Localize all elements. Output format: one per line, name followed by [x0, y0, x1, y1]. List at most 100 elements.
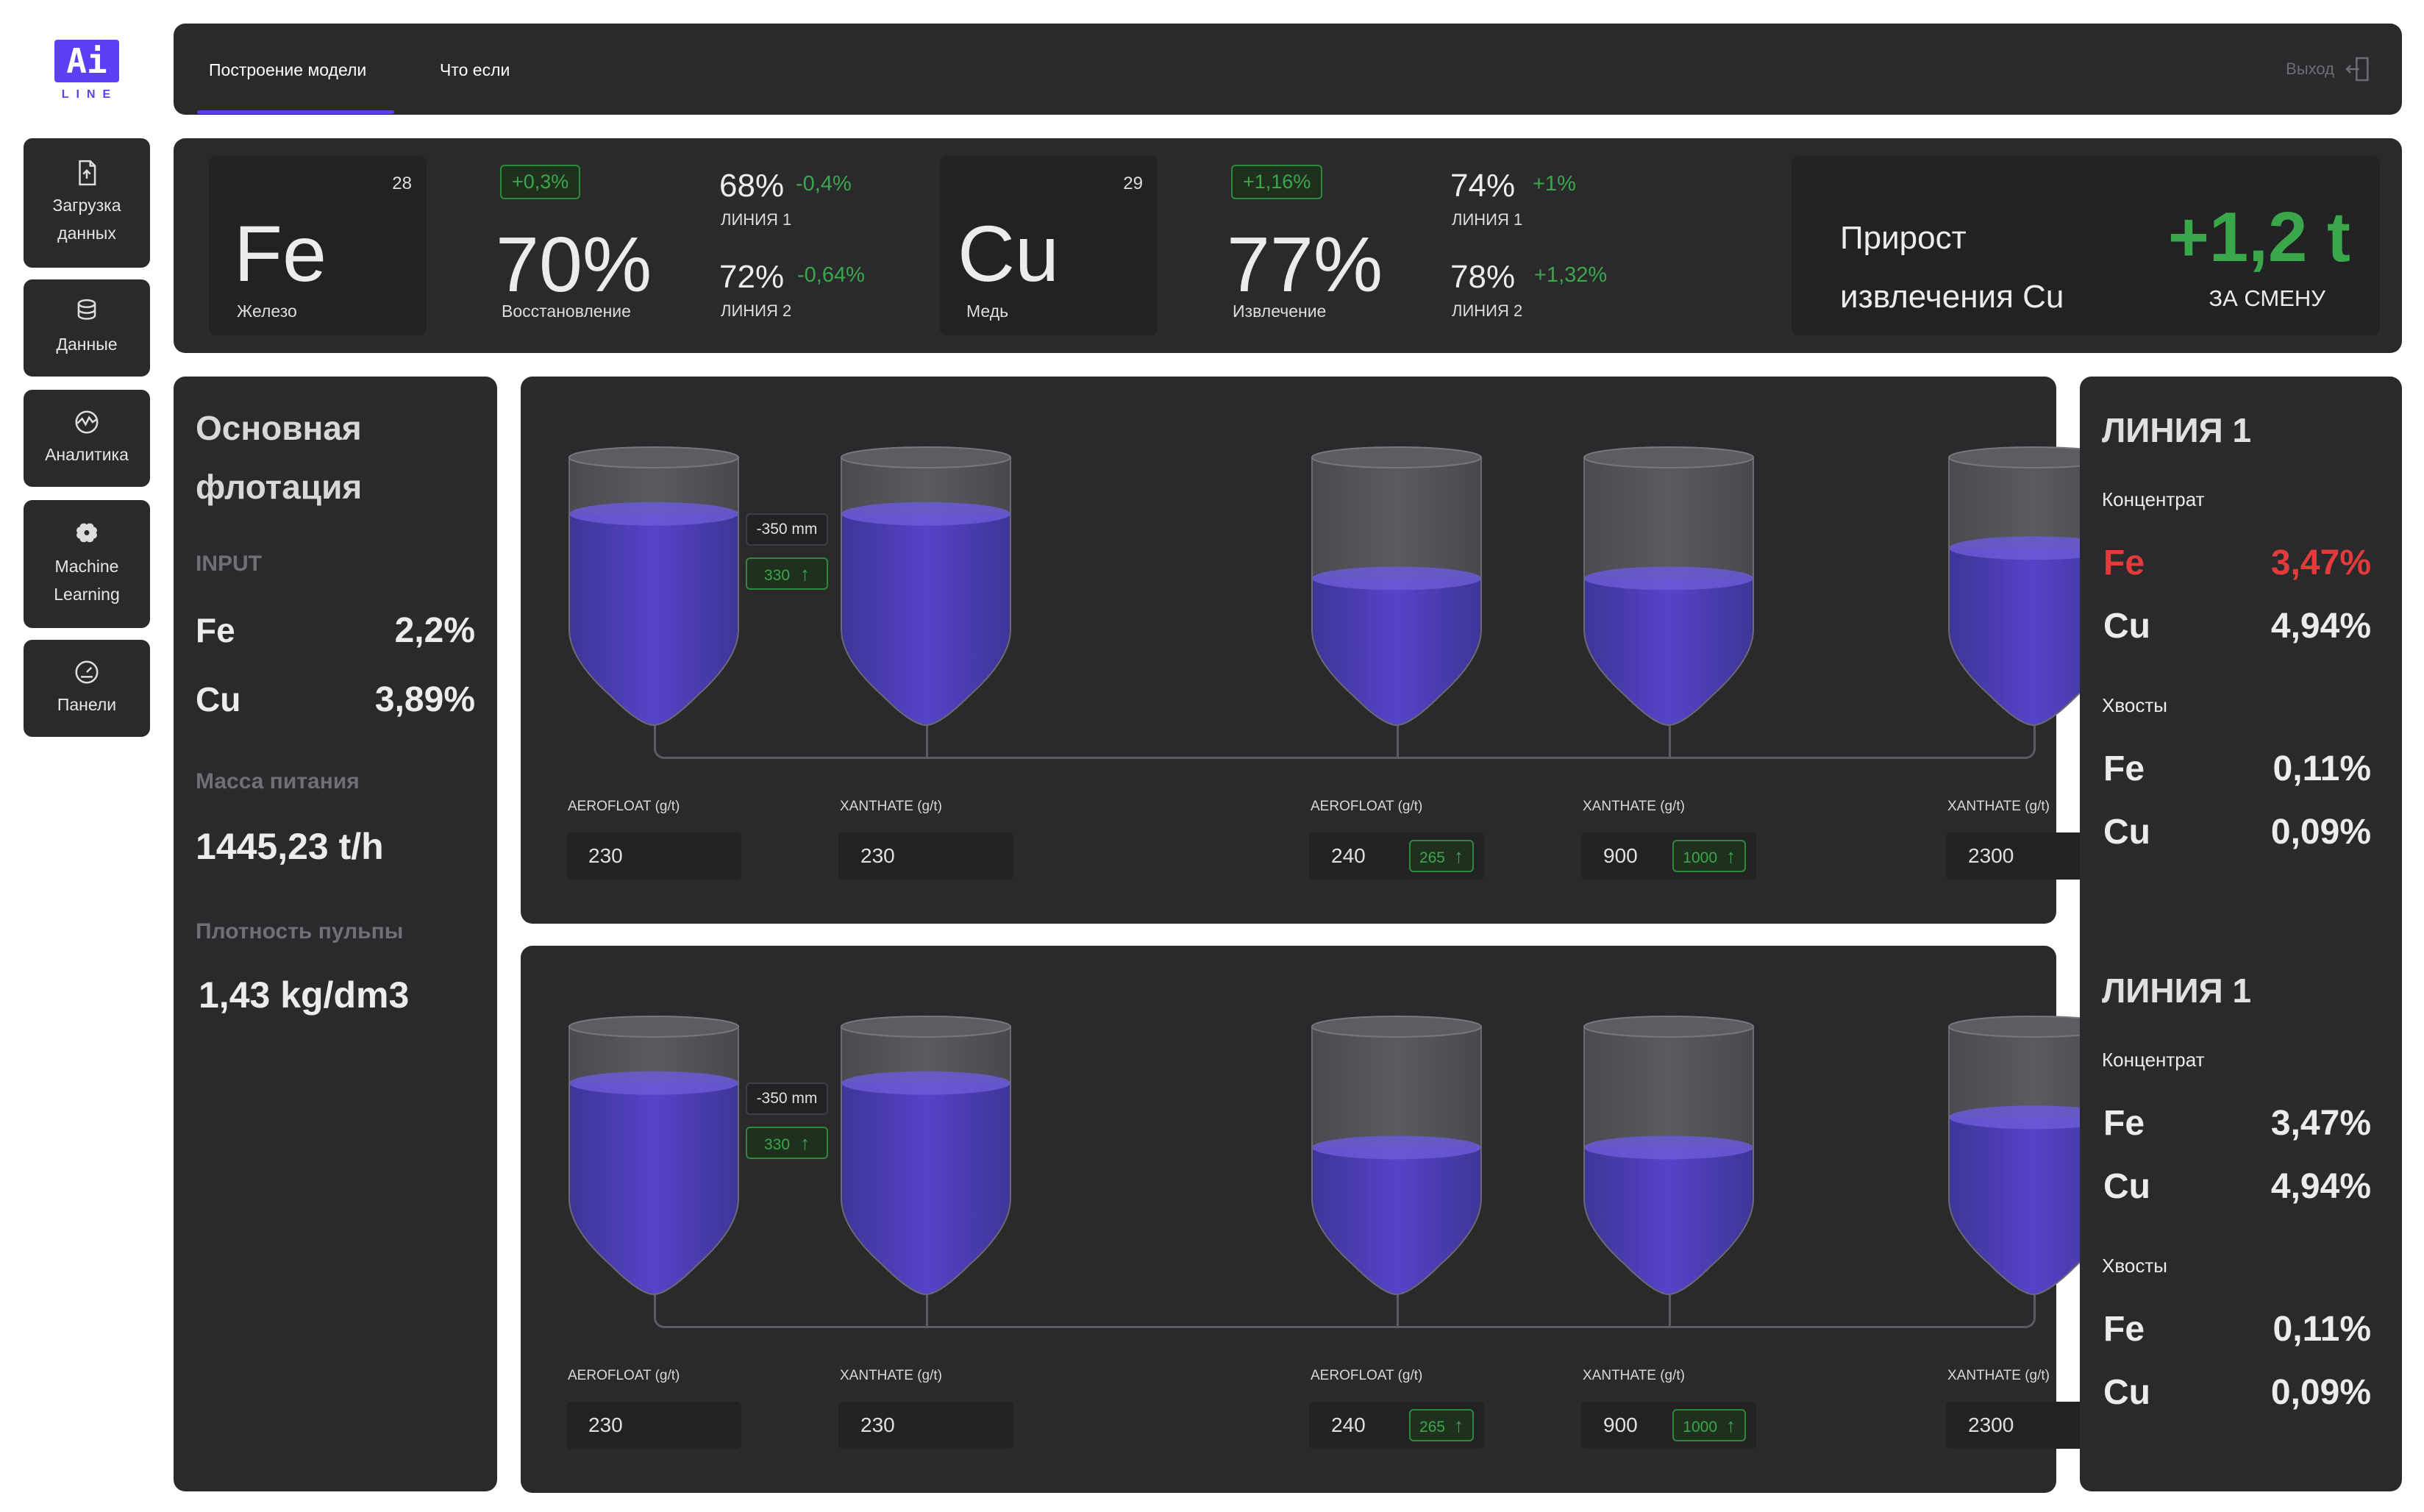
flotation-cell[interactable] — [1309, 1015, 1484, 1300]
pipe-branch — [926, 722, 928, 759]
fe-recovery-value: 70% — [496, 221, 652, 308]
tail-fe-value: 0,11% — [2272, 749, 2371, 788]
tank-graphic — [841, 446, 1011, 727]
fe-change-badge: +0,3% — [500, 165, 581, 199]
sidebar-item-label: Аналитика — [45, 445, 129, 464]
tank-graphic — [1583, 446, 1754, 727]
level-recommendation-value: 330 — [763, 1136, 791, 1153]
tail-fe-value: 0,11% — [2272, 1310, 2371, 1349]
sidebar-item-machine-learning[interactable]: Machine Learning — [24, 500, 150, 628]
tails-label: Хвосты — [2102, 1255, 2167, 1277]
sidebar-item-upload[interactable]: Загрузка данных — [24, 138, 150, 268]
top-navigation: Построение модели Что если Выход — [174, 24, 2402, 115]
element-name: Медь — [966, 302, 1009, 321]
flotation-cell[interactable] — [1581, 1015, 1756, 1300]
level-adjust-chip: -350 mm — [746, 1083, 828, 1115]
element-symbol: Fe — [234, 209, 327, 298]
tank-graphic — [1311, 446, 1482, 727]
sidebar-item-analytics[interactable]: Аналитика — [24, 390, 150, 487]
reagent-dose-input[interactable]: 230 — [838, 832, 1013, 880]
cu-change-badge: +1,16% — [1231, 165, 1323, 199]
flotation-cell[interactable] — [838, 1015, 1013, 1300]
fe-line2-pct: 72% — [719, 259, 785, 295]
logout-button[interactable]: Выход — [2286, 53, 2373, 85]
pipe-branch — [1669, 722, 1671, 759]
conc-cu-label: Cu — [2103, 1167, 2150, 1206]
flotation-line-1: AEROFLOAT (g/t) 230 XANTHATE (g/t) 230 AER… — [521, 377, 2121, 924]
line-title: ЛИНИЯ 1 — [2102, 411, 2252, 449]
recommendation-value: 265 — [1419, 849, 1445, 866]
conc-fe-value: 3,47% — [2270, 1104, 2371, 1143]
gain-period: ЗА СМЕНУ — [2209, 285, 2325, 311]
tab-what-if[interactable]: Что если — [440, 60, 510, 79]
sidebar-item-panels[interactable]: Панели — [24, 640, 150, 737]
sidebar-item-label: Данные — [56, 335, 118, 354]
flotation-line-2: AEROFLOAT (g/t) 230 XANTHATE (g/t) 230 AER… — [521, 946, 2121, 1493]
cu-extraction-value: 77% — [1227, 221, 1383, 308]
input-cu-label: Cu — [196, 680, 241, 718]
recommendation-button[interactable]: 1000 ↑ — [1672, 840, 1746, 872]
conc-fe-label: Fe — [2103, 1104, 2145, 1143]
reagent-dose-input[interactable]: 240 265 ↑ — [1309, 832, 1484, 880]
flotation-cell[interactable] — [1309, 446, 1484, 731]
reagent-dose-input[interactable]: 900 1000 ↑ — [1581, 832, 1756, 880]
reagent-label: AEROFLOAT (g/t) — [1311, 799, 1423, 814]
reagent-dose-input[interactable]: 230 — [566, 832, 741, 880]
reagent-dose-input[interactable]: 230 — [566, 1402, 741, 1449]
flotation-cell[interactable] — [566, 446, 741, 731]
reagent-label: XANTHATE (g/t) — [1583, 799, 1685, 814]
recommendation-button[interactable]: 1000 ↑ — [1672, 1409, 1746, 1441]
reagent-label: XANTHATE (g/t) — [1583, 1368, 1685, 1383]
arrow-up-icon: ↑ — [1726, 1414, 1736, 1436]
logo-mark: Ai — [54, 40, 119, 82]
level-recommendation-button[interactable]: 330 ↑ — [746, 1127, 828, 1159]
level-recommendation-value: 330 — [763, 567, 791, 584]
recommendation-button[interactable]: 265 ↑ — [1408, 840, 1474, 872]
cu-line2-delta: +1,32% — [1534, 263, 1608, 287]
recommendation-button[interactable]: 265 ↑ — [1408, 1409, 1474, 1441]
reagent-dose-input[interactable]: 240 265 ↑ — [1309, 1402, 1484, 1449]
reagent-label: AEROFLOAT (g/t) — [568, 1368, 680, 1383]
fe-line2-delta: -0,64% — [797, 263, 865, 287]
sidebar-item-data[interactable]: Данные — [24, 279, 150, 377]
flotation-cell[interactable] — [1581, 446, 1756, 731]
collector-pipe — [654, 722, 2036, 759]
concentrate-label: Концентрат — [2102, 488, 2205, 510]
pulp-density-value: 1,43 kg/dm3 — [199, 974, 410, 1016]
pipe-branch — [1397, 1291, 1399, 1328]
flotation-cell[interactable] — [566, 1015, 741, 1300]
conc-cu-label: Cu — [2103, 607, 2150, 646]
tank-graphic — [841, 1016, 1011, 1296]
reagent-label: XANTHATE (g/t) — [840, 799, 942, 814]
level-recommendation-button[interactable]: 330 ↑ — [746, 557, 828, 590]
tail-cu-label: Cu — [2103, 813, 2150, 852]
reagent-dose-input[interactable]: 230 — [838, 1402, 1013, 1449]
reagent-label: AEROFLOAT (g/t) — [568, 799, 680, 814]
flotation-cell[interactable] — [838, 446, 1013, 731]
reagent-dose-value: 230 — [860, 1413, 895, 1436]
analytics-icon — [75, 410, 99, 434]
feed-mass-value: 1445,23 t/h — [196, 826, 384, 867]
app-logo[interactable]: Ai LINE — [54, 40, 119, 104]
panel-title-line2: флотация — [196, 468, 363, 506]
reagent-label: XANTHATE (g/t) — [1947, 1368, 2050, 1383]
element-name: Железо — [237, 302, 297, 321]
tank-graphic — [568, 1016, 739, 1296]
reagent-label: AEROFLOAT (g/t) — [1311, 1368, 1423, 1383]
recommendation-value: 265 — [1419, 1419, 1445, 1436]
reagent-dose-input[interactable]: 900 1000 ↑ — [1581, 1402, 1756, 1449]
arrow-up-icon: ↑ — [1454, 845, 1464, 867]
input-section-label: INPUT — [196, 552, 262, 576]
cu-line1-pct: 74% — [1450, 168, 1516, 204]
sidebar-item-label: Панели — [57, 695, 117, 714]
cu-line2-label: ЛИНИЯ 2 — [1452, 302, 1523, 320]
input-fe-label: Fe — [196, 611, 235, 649]
cu-line2-pct: 78% — [1450, 259, 1516, 295]
fe-line1-delta: -0,4% — [796, 172, 852, 196]
logo-subtitle: LINE — [61, 88, 118, 101]
input-cu-value: 3,89% — [374, 680, 475, 719]
tank-graphic — [1583, 1016, 1754, 1296]
tab-model-building[interactable]: Построение модели — [209, 60, 367, 79]
fe-line1-label: ЛИНИЯ 1 — [721, 210, 792, 229]
line-results-panel: ЛИНИЯ 1 Концентрат Fe 3,47% Cu 4,94% Хвосты Fe 0… — [2080, 377, 2402, 1491]
